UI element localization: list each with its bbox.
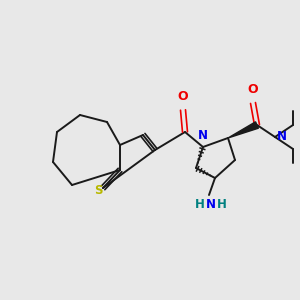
Text: N: N — [277, 130, 287, 142]
Text: O: O — [248, 83, 258, 96]
Text: O: O — [178, 90, 188, 103]
Polygon shape — [228, 122, 258, 138]
Text: S: S — [94, 184, 102, 196]
Text: H: H — [195, 197, 205, 211]
Text: N: N — [198, 129, 208, 142]
Text: H: H — [217, 197, 227, 211]
Text: N: N — [206, 197, 216, 211]
